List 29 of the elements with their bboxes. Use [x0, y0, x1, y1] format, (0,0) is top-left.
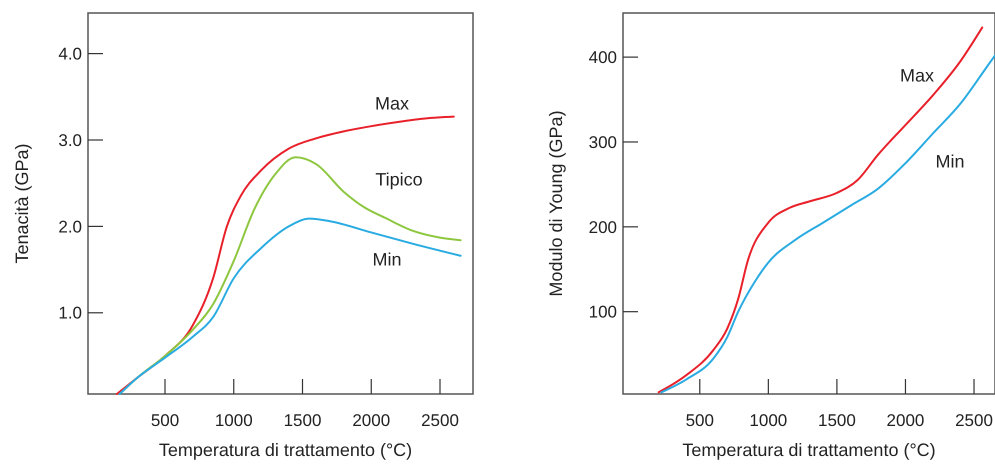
series-label: Tipico — [375, 169, 423, 190]
y-tick-label: 3.0 — [58, 130, 82, 150]
y-tick-label: 300 — [588, 132, 617, 152]
series-label: Max — [900, 65, 934, 86]
y-tick-label: 4.0 — [58, 44, 82, 64]
series-label: Min — [935, 151, 965, 172]
y-axis-title: Modulo di Young (GPa) — [546, 110, 566, 297]
y-tick-label: 100 — [588, 302, 617, 322]
x-axis-title: Temperatura di trattamento (°C) — [158, 440, 412, 460]
y-tick-label: 400 — [588, 48, 617, 68]
line-series — [116, 116, 455, 395]
x-tick-label: 2000 — [886, 411, 924, 430]
series-label: Min — [372, 249, 402, 270]
x-tick-label: 1000 — [749, 411, 788, 430]
x-tick-label: 500 — [150, 411, 180, 430]
line-series — [118, 218, 462, 395]
x-tick-label: 1000 — [214, 411, 253, 430]
y-tick-label: 200 — [588, 218, 617, 237]
y-tick-label: 1.0 — [58, 304, 82, 323]
x-axis-title: Temperatura di trattamento (°C) — [682, 440, 936, 460]
y-axis-title: Tenacità (GPa) — [12, 143, 32, 264]
x-tick-label: 1500 — [818, 411, 856, 430]
x-tick-label: 2500 — [421, 411, 459, 430]
x-tick-label: 2000 — [352, 411, 390, 430]
x-tick-label: 500 — [686, 411, 714, 430]
y-tick-label: 2.0 — [58, 217, 82, 236]
x-tick-label: 1500 — [284, 411, 322, 430]
x-tick-label: 2500 — [955, 411, 993, 430]
series-label: Max — [374, 93, 410, 114]
